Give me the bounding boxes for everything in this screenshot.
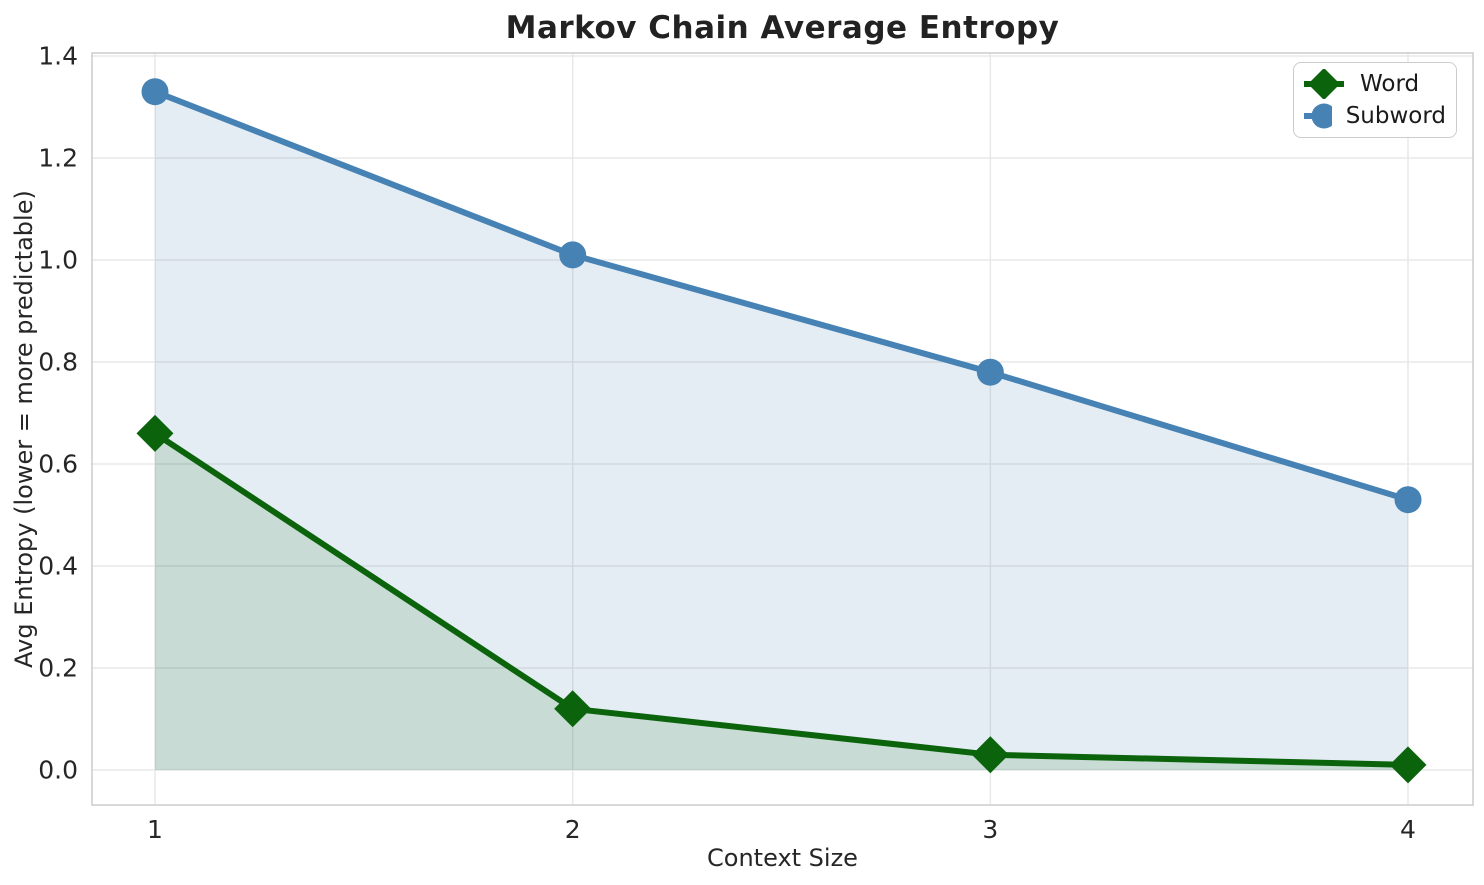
y-tick-label: 1.0 — [38, 246, 78, 275]
x-tick-label: 2 — [565, 815, 581, 844]
legend-item-subword: Subword — [1302, 101, 1446, 131]
area-fill-subword — [155, 91, 1409, 770]
data-point-word — [554, 690, 592, 728]
y-tick-label: 0.2 — [38, 654, 78, 683]
y-tick-label: 1.4 — [38, 42, 78, 71]
y-axis-label: Avg Entropy (lower = more predictable) — [10, 190, 38, 668]
series-line-subword — [152, 88, 1412, 503]
data-point-subword — [1394, 486, 1422, 514]
x-axis-label: Context Size — [707, 844, 858, 872]
data-point-subword — [141, 78, 169, 106]
word-legend-marker-icon — [1304, 69, 1344, 99]
x-tick-label: 4 — [1400, 815, 1416, 844]
data-point-word — [136, 414, 174, 452]
y-tick-label: 0.8 — [38, 348, 78, 377]
y-tick-label: 1.2 — [38, 144, 78, 173]
y-tick-label: 0.4 — [38, 552, 78, 581]
data-point-subword — [559, 241, 587, 269]
y-tick-label: 0.6 — [38, 450, 78, 479]
legend: Word Subword — [1293, 62, 1457, 138]
plot-border — [91, 52, 1474, 806]
x-tick-label: 3 — [982, 815, 998, 844]
legend-item-word: Word — [1302, 69, 1446, 99]
legend-label-word: Word — [1360, 71, 1420, 97]
x-tick-label: 1 — [147, 815, 163, 844]
area-fill-word — [155, 433, 1409, 770]
data-point-word — [1389, 746, 1427, 784]
y-tick-label: 0.0 — [38, 756, 78, 785]
data-point-subword — [976, 358, 1004, 386]
legend-label-subword: Subword — [1345, 103, 1446, 129]
word-legend-diamond-icon — [1308, 69, 1340, 99]
subword-legend-marker-icon — [1304, 103, 1332, 129]
chart-title: Markov Chain Average Entropy — [505, 10, 1060, 46]
data-point-word — [971, 736, 1009, 774]
subword-legend-circle-icon — [1311, 103, 1332, 129]
series-line-word — [152, 430, 1412, 768]
